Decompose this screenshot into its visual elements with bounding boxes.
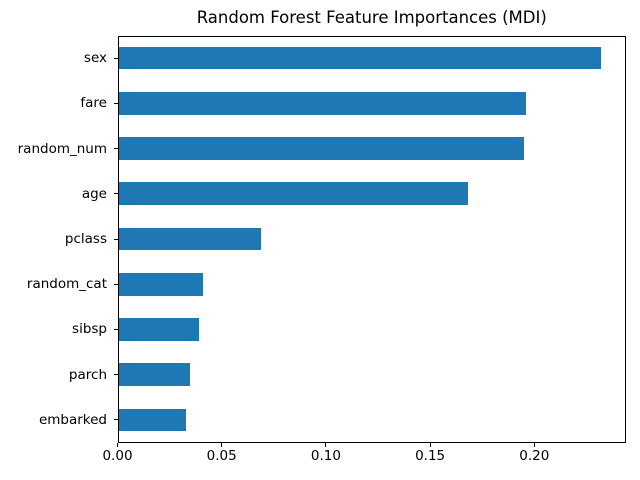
- bar: [118, 227, 262, 251]
- bar: [118, 408, 187, 432]
- y-tick-mark: [113, 419, 118, 421]
- y-tick-mark: [113, 328, 118, 330]
- y-tick-label: random_cat: [26, 276, 107, 293]
- y-tick-label: age: [81, 185, 107, 202]
- bar: [118, 46, 601, 70]
- y-tick-mark: [113, 148, 118, 150]
- bar: [118, 318, 199, 341]
- x-tick-label: 0.10: [310, 447, 341, 464]
- y-tick-mark: [113, 238, 118, 240]
- x-tick-mark: [429, 442, 431, 447]
- bar: [118, 182, 468, 206]
- bar: [118, 363, 191, 386]
- x-tick-mark: [325, 442, 327, 447]
- y-tick-mark: [113, 283, 118, 285]
- y-tick-mark: [113, 57, 118, 59]
- bar: [118, 92, 526, 115]
- y-tick-label: sibsp: [72, 321, 107, 338]
- plot-area: [117, 35, 626, 443]
- x-tick-label: 0.15: [415, 447, 446, 464]
- x-tick-label: 0.00: [102, 447, 133, 464]
- y-tick-label: fare: [80, 95, 107, 112]
- y-tick-label: pclass: [64, 231, 107, 247]
- y-tick-label: random_num: [17, 140, 107, 157]
- x-tick-mark: [221, 442, 223, 447]
- y-tick-mark: [113, 102, 118, 104]
- x-tick-mark: [117, 442, 118, 447]
- y-tick-label: parch: [68, 366, 107, 383]
- x-tick-label: 0.05: [206, 447, 237, 464]
- x-tick-mark: [533, 442, 535, 447]
- y-tick-label: embarked: [38, 411, 107, 428]
- bar: [118, 272, 203, 296]
- chart-title: Random Forest Feature Importances (MDI): [196, 8, 547, 27]
- y-tick-mark: [113, 374, 118, 376]
- bar: [118, 137, 524, 160]
- y-tick-label: sex: [83, 50, 107, 67]
- x-tick-label: 0.20: [519, 447, 550, 464]
- y-tick-mark: [113, 193, 118, 195]
